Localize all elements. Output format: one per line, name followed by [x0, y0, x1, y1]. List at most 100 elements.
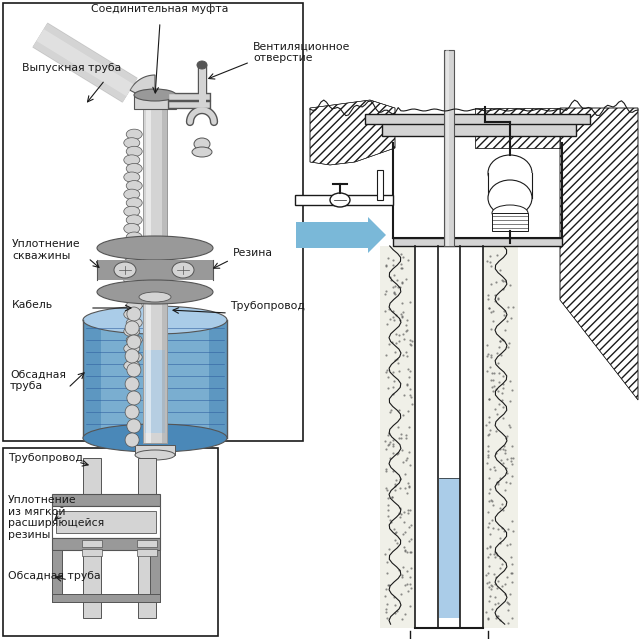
Bar	[134, 95, 176, 109]
Ellipse shape	[125, 377, 139, 391]
Text: Резина: Резина	[233, 248, 273, 258]
Ellipse shape	[126, 232, 142, 242]
Text: Выпускная труба: Выпускная труба	[22, 63, 121, 73]
Ellipse shape	[126, 249, 142, 259]
Bar	[52, 594, 160, 602]
Bar	[146, 100, 151, 443]
Bar	[444, 50, 454, 246]
Bar	[82, 549, 102, 556]
Ellipse shape	[124, 206, 140, 217]
Ellipse shape	[125, 433, 139, 447]
Ellipse shape	[124, 327, 140, 337]
Bar	[382, 122, 576, 136]
Text: Трубопровод: Трубопровод	[230, 301, 305, 311]
Ellipse shape	[97, 236, 213, 260]
Bar	[209, 320, 227, 438]
Bar	[138, 458, 156, 618]
Ellipse shape	[330, 193, 350, 207]
Ellipse shape	[83, 424, 227, 452]
Ellipse shape	[125, 349, 139, 363]
Bar	[145, 320, 165, 438]
Ellipse shape	[127, 335, 141, 349]
Bar	[488, 173, 532, 198]
Ellipse shape	[124, 138, 140, 148]
Text: Кабель: Кабель	[12, 300, 53, 310]
Bar	[380, 246, 415, 628]
Bar	[439, 478, 457, 618]
Bar	[83, 320, 101, 438]
Ellipse shape	[126, 215, 142, 225]
Bar	[365, 114, 590, 124]
Bar	[295, 195, 393, 205]
Text: Уплотнение
скважины: Уплотнение скважины	[12, 239, 81, 261]
Ellipse shape	[126, 197, 142, 208]
Ellipse shape	[114, 262, 136, 278]
Ellipse shape	[124, 258, 140, 268]
Ellipse shape	[127, 363, 141, 377]
Ellipse shape	[125, 321, 139, 335]
Ellipse shape	[126, 129, 142, 139]
Ellipse shape	[126, 266, 142, 277]
Ellipse shape	[124, 343, 140, 354]
Bar	[377, 170, 383, 200]
Ellipse shape	[134, 89, 176, 101]
Bar	[83, 458, 101, 618]
Text: Обсадная труба: Обсадная труба	[8, 571, 100, 581]
Ellipse shape	[139, 292, 171, 302]
Bar	[135, 445, 175, 455]
Bar	[439, 478, 459, 618]
Bar	[446, 50, 449, 246]
Bar	[137, 549, 157, 556]
Ellipse shape	[83, 306, 227, 334]
Ellipse shape	[97, 280, 213, 304]
Ellipse shape	[124, 189, 140, 199]
Bar	[198, 65, 206, 110]
Bar	[442, 478, 460, 618]
Ellipse shape	[488, 155, 532, 191]
Polygon shape	[130, 75, 155, 98]
Text: Уплотнение
из мягкой
расширяющейся
резины: Уплотнение из мягкой расширяющейся резин…	[8, 495, 104, 540]
Text: Соединительная муфта: Соединительная муфта	[92, 4, 228, 14]
Bar	[3, 448, 218, 636]
Ellipse shape	[127, 391, 141, 405]
Ellipse shape	[126, 284, 142, 294]
Bar	[143, 100, 167, 443]
Ellipse shape	[172, 262, 194, 278]
Bar	[492, 213, 528, 231]
Ellipse shape	[124, 275, 140, 285]
Bar	[145, 350, 165, 433]
Ellipse shape	[127, 307, 141, 321]
Ellipse shape	[126, 181, 142, 191]
Ellipse shape	[124, 224, 140, 234]
Ellipse shape	[126, 146, 142, 157]
Ellipse shape	[126, 335, 142, 345]
Ellipse shape	[126, 352, 142, 362]
Bar	[52, 506, 160, 538]
Ellipse shape	[126, 318, 142, 328]
Bar	[150, 550, 160, 602]
Ellipse shape	[488, 180, 532, 216]
Text: Вентиляционное
отверстие: Вентиляционное отверстие	[253, 41, 350, 63]
Text: Трубопровод: Трубопровод	[8, 453, 83, 463]
Bar	[52, 494, 160, 506]
Bar	[56, 511, 156, 533]
Bar	[97, 260, 213, 280]
Bar	[52, 550, 62, 602]
Ellipse shape	[492, 205, 528, 221]
Bar	[162, 100, 167, 443]
Ellipse shape	[124, 240, 140, 251]
Bar	[137, 540, 157, 547]
Bar	[82, 540, 102, 547]
Ellipse shape	[135, 450, 175, 460]
Bar	[393, 238, 562, 246]
Ellipse shape	[124, 360, 140, 371]
Ellipse shape	[125, 405, 139, 419]
Ellipse shape	[124, 155, 140, 165]
FancyArrow shape	[296, 217, 386, 253]
Ellipse shape	[127, 419, 141, 433]
Ellipse shape	[192, 147, 212, 157]
Ellipse shape	[126, 164, 142, 174]
Ellipse shape	[124, 309, 140, 320]
Bar	[83, 320, 227, 438]
Bar	[3, 3, 303, 441]
